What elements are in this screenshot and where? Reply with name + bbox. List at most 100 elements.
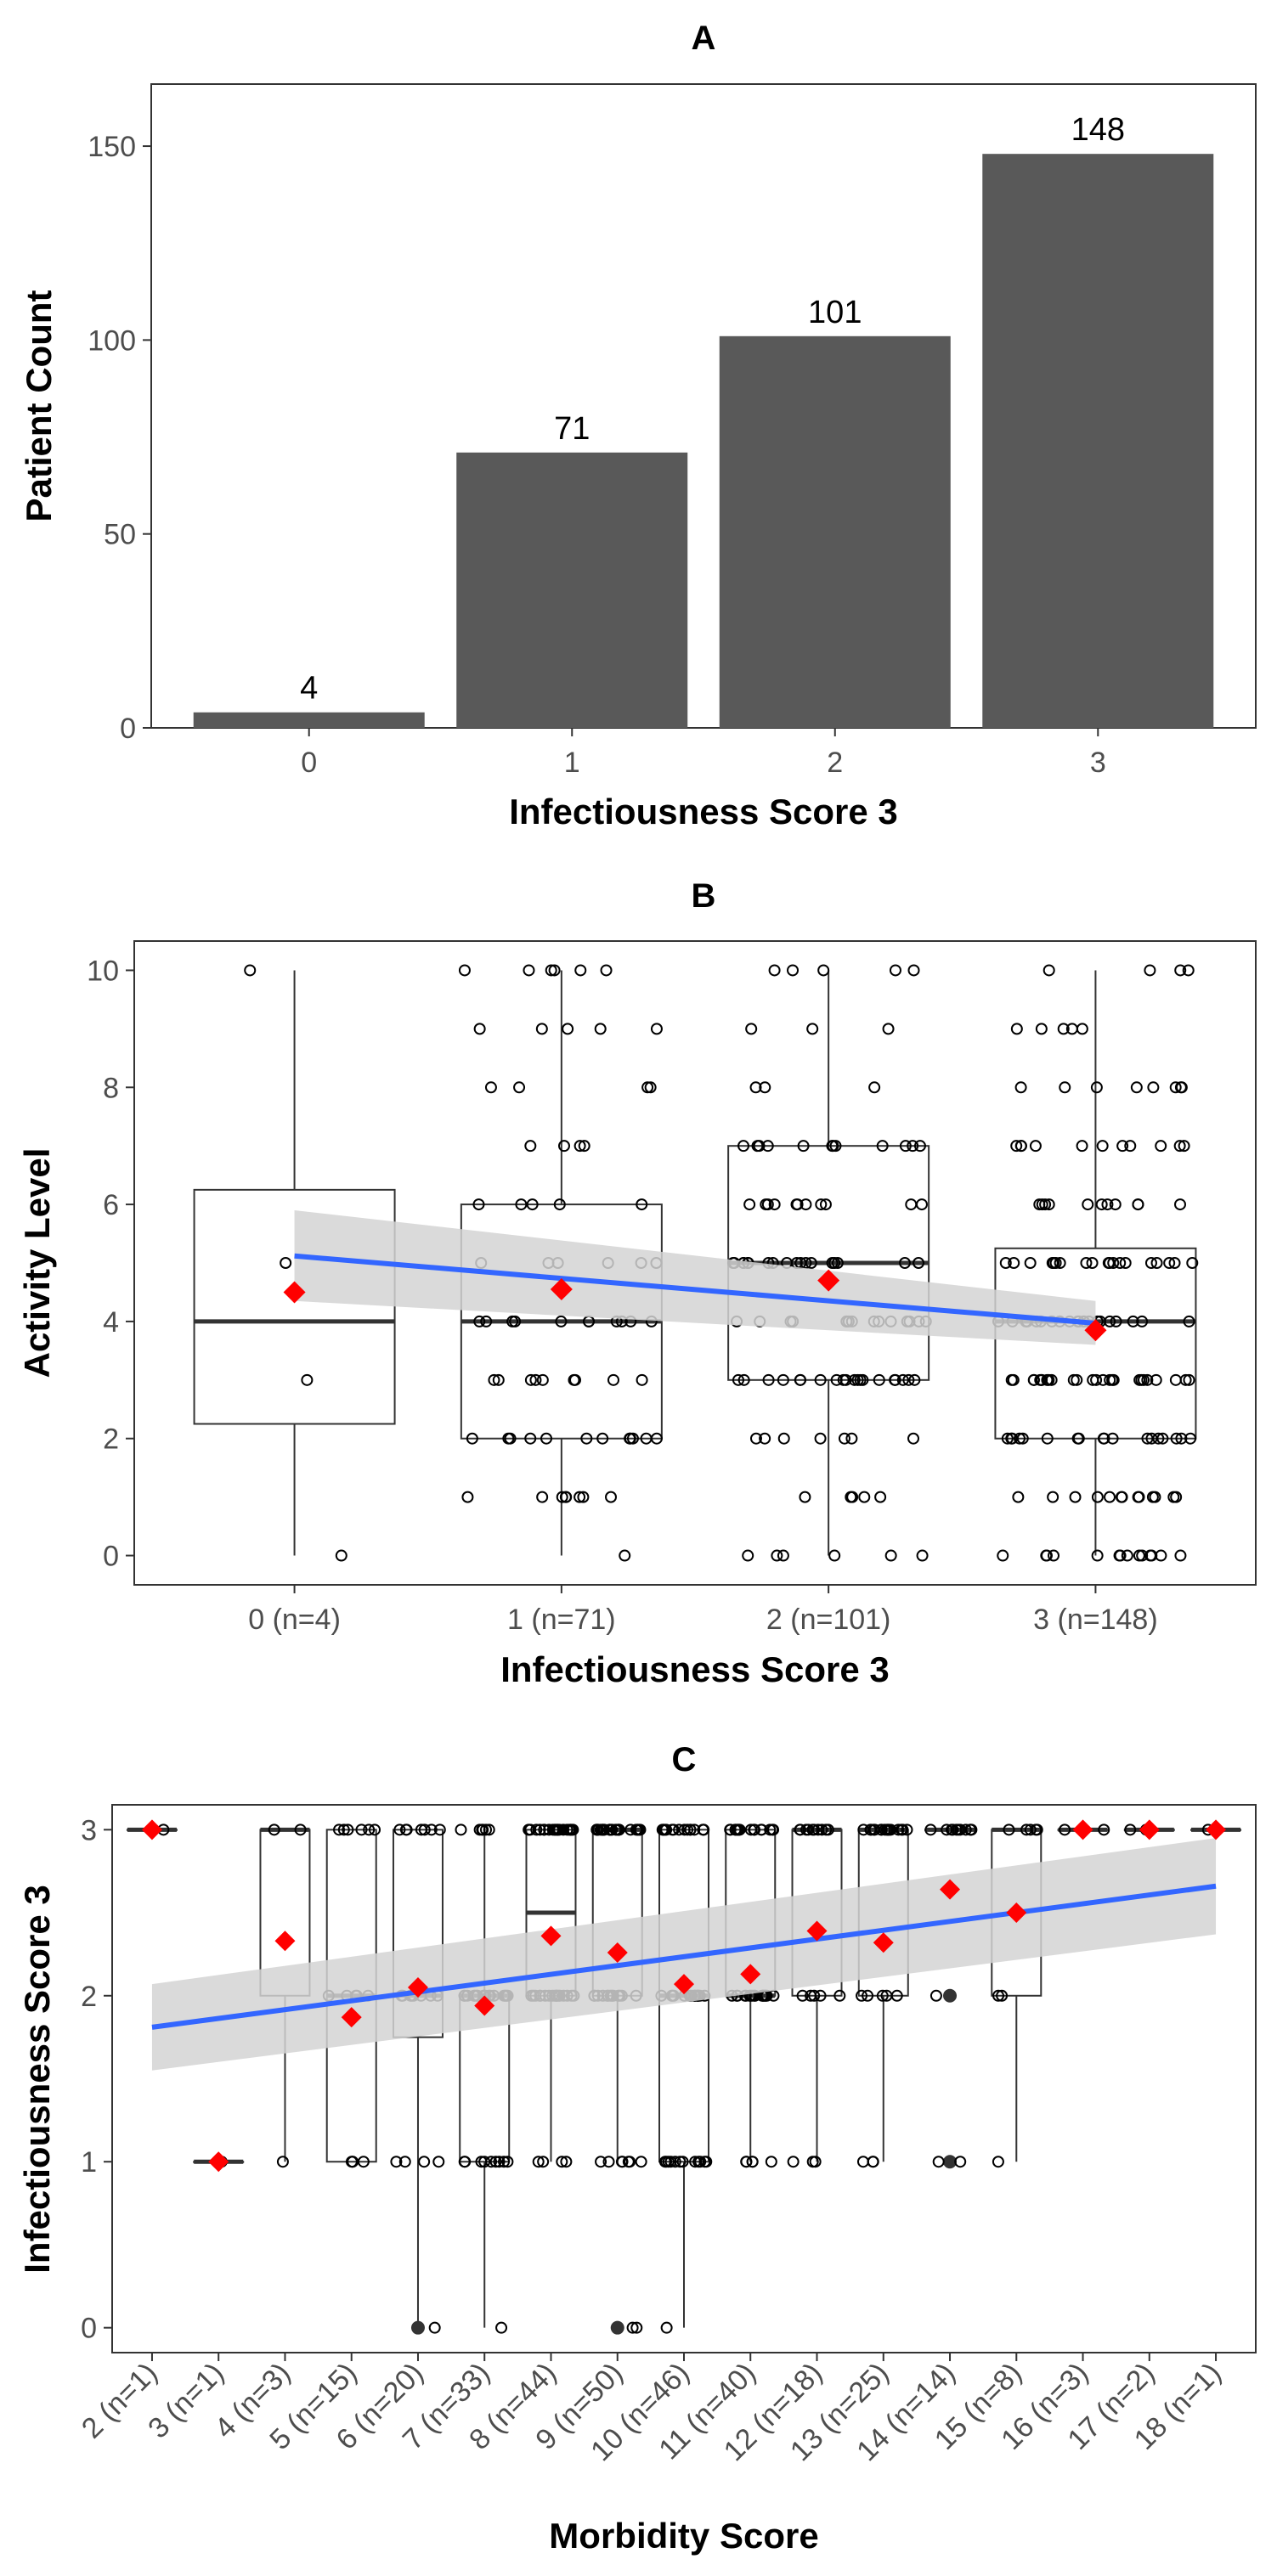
data-point: [1169, 1373, 1182, 1386]
data-point: [858, 1491, 871, 1503]
data-point: [817, 964, 830, 977]
data-point: [432, 2156, 445, 2168]
data-point: [808, 1823, 821, 1836]
trend-line: [151, 1883, 1217, 2030]
data-point: [1029, 1140, 1042, 1153]
mean-marker: [1072, 1819, 1093, 1840]
data-point: [1163, 1257, 1176, 1269]
bar-2: [719, 335, 951, 728]
data-point: [1003, 1823, 1015, 1836]
data-point: [688, 1823, 701, 1836]
data-point: [613, 1823, 625, 1836]
mean-marker: [208, 2151, 229, 2173]
data-point: [1141, 1373, 1154, 1386]
data-point: [489, 2156, 502, 2168]
data-point: [759, 1081, 771, 1094]
data-point: [1170, 1432, 1183, 1445]
data-point: [479, 1823, 492, 1836]
data-point: [1014, 1140, 1027, 1153]
data-point: [337, 1823, 350, 1836]
data-point: [596, 1432, 609, 1445]
mean-marker: [806, 1920, 828, 1942]
data-point: [1104, 1373, 1116, 1386]
data-point: [1144, 1257, 1157, 1269]
data-point: [1107, 1257, 1120, 1269]
data-point: [301, 1373, 314, 1386]
data-point: [631, 1823, 644, 1836]
data-point: [513, 1081, 526, 1094]
data-point: [808, 1989, 821, 2002]
data-point: [1040, 1549, 1053, 1562]
data-point: [532, 2156, 545, 2168]
y-tick-label: 0: [120, 713, 136, 745]
data-point: [744, 1823, 757, 1836]
y-tick-label: 50: [104, 519, 136, 551]
y-tick-label: 150: [88, 131, 136, 163]
mean-marker: [1084, 1319, 1107, 1342]
data-point: [992, 2156, 1004, 2168]
panel-a-data-labels: 4 71 101 148: [300, 112, 1125, 707]
data-point: [1041, 1432, 1054, 1445]
data-point: [526, 1198, 539, 1211]
data-point: [794, 1373, 806, 1386]
data-point: [901, 1823, 913, 1836]
data-point: [458, 964, 471, 977]
data-point: [605, 1491, 618, 1503]
x-tick-label: 2: [827, 747, 843, 779]
mean-marker: [550, 1278, 573, 1301]
data-point: [768, 1198, 781, 1211]
y-tick-label: 3: [81, 1814, 97, 1846]
data-point: [848, 1373, 861, 1386]
data-point: [1149, 1491, 1161, 1503]
data-point: [1097, 1373, 1110, 1386]
data-point: [600, 964, 613, 977]
data-label-3: 148: [1071, 112, 1125, 148]
panel-a: A 4 71 101 148 0 50 100 150 0 1 2 3 Infectiousnes…: [19, 20, 1257, 831]
data-point: [1071, 1373, 1083, 1386]
y-tick-label: 0: [81, 2313, 97, 2345]
x-tick-label: 2 (n=1): [76, 2357, 164, 2445]
mean-marker: [817, 1269, 840, 1292]
data-point: [1096, 1140, 1109, 1153]
data-point: [1101, 1198, 1114, 1211]
data-point: [636, 1198, 648, 1211]
y-tick-label: 6: [103, 1189, 119, 1221]
data-point: [761, 1198, 774, 1211]
data-point: [488, 1373, 500, 1386]
mean-marker: [274, 1931, 296, 1952]
data-point: [800, 1198, 812, 1211]
data-point: [577, 1491, 590, 1503]
data-point: [1119, 1257, 1132, 1269]
data-point: [915, 1198, 928, 1211]
data-point: [1173, 1140, 1186, 1153]
data-point: [833, 1989, 846, 2002]
mean-marker: [141, 1819, 162, 1840]
mean-marker: [1139, 1819, 1160, 1840]
data-point: [556, 2156, 568, 2168]
data-point: [907, 1432, 920, 1445]
data-point: [553, 1198, 566, 1211]
data-point: [636, 1373, 648, 1386]
panel-b-x-axis: 0 (n=4) 1 (n=71) 2 (n=101) 3 (n=148): [248, 1585, 1158, 1636]
panel-a-bars: [193, 154, 1214, 729]
y-tick-label: 2: [103, 1423, 119, 1456]
data-point: [731, 1823, 743, 1836]
data-point: [418, 1823, 431, 1836]
data-point: [666, 1823, 679, 1836]
panel-a-title: A: [692, 20, 716, 57]
panel-b: B 0 2 4 6 8 10 0 (n=4) 1 (n=71) 2 (n=101) 3 (n=1…: [17, 877, 1257, 1689]
data-point: [1059, 1823, 1071, 1836]
data-point: [428, 2321, 441, 2334]
data-point: [913, 1257, 925, 1269]
y-tick-label: 10: [87, 955, 119, 987]
data-point: [626, 2321, 639, 2334]
panel-b-means: [283, 1269, 1107, 1342]
mean-marker: [341, 2007, 362, 2028]
data-point: [342, 1823, 354, 1836]
data-point: [555, 1315, 568, 1327]
data-point: [574, 964, 587, 977]
data-point: [882, 1823, 895, 1836]
panel-c-x-title: Morbidity Score: [549, 2516, 818, 2556]
y-tick-label: 4: [103, 1306, 119, 1339]
data-point: [838, 1432, 850, 1445]
